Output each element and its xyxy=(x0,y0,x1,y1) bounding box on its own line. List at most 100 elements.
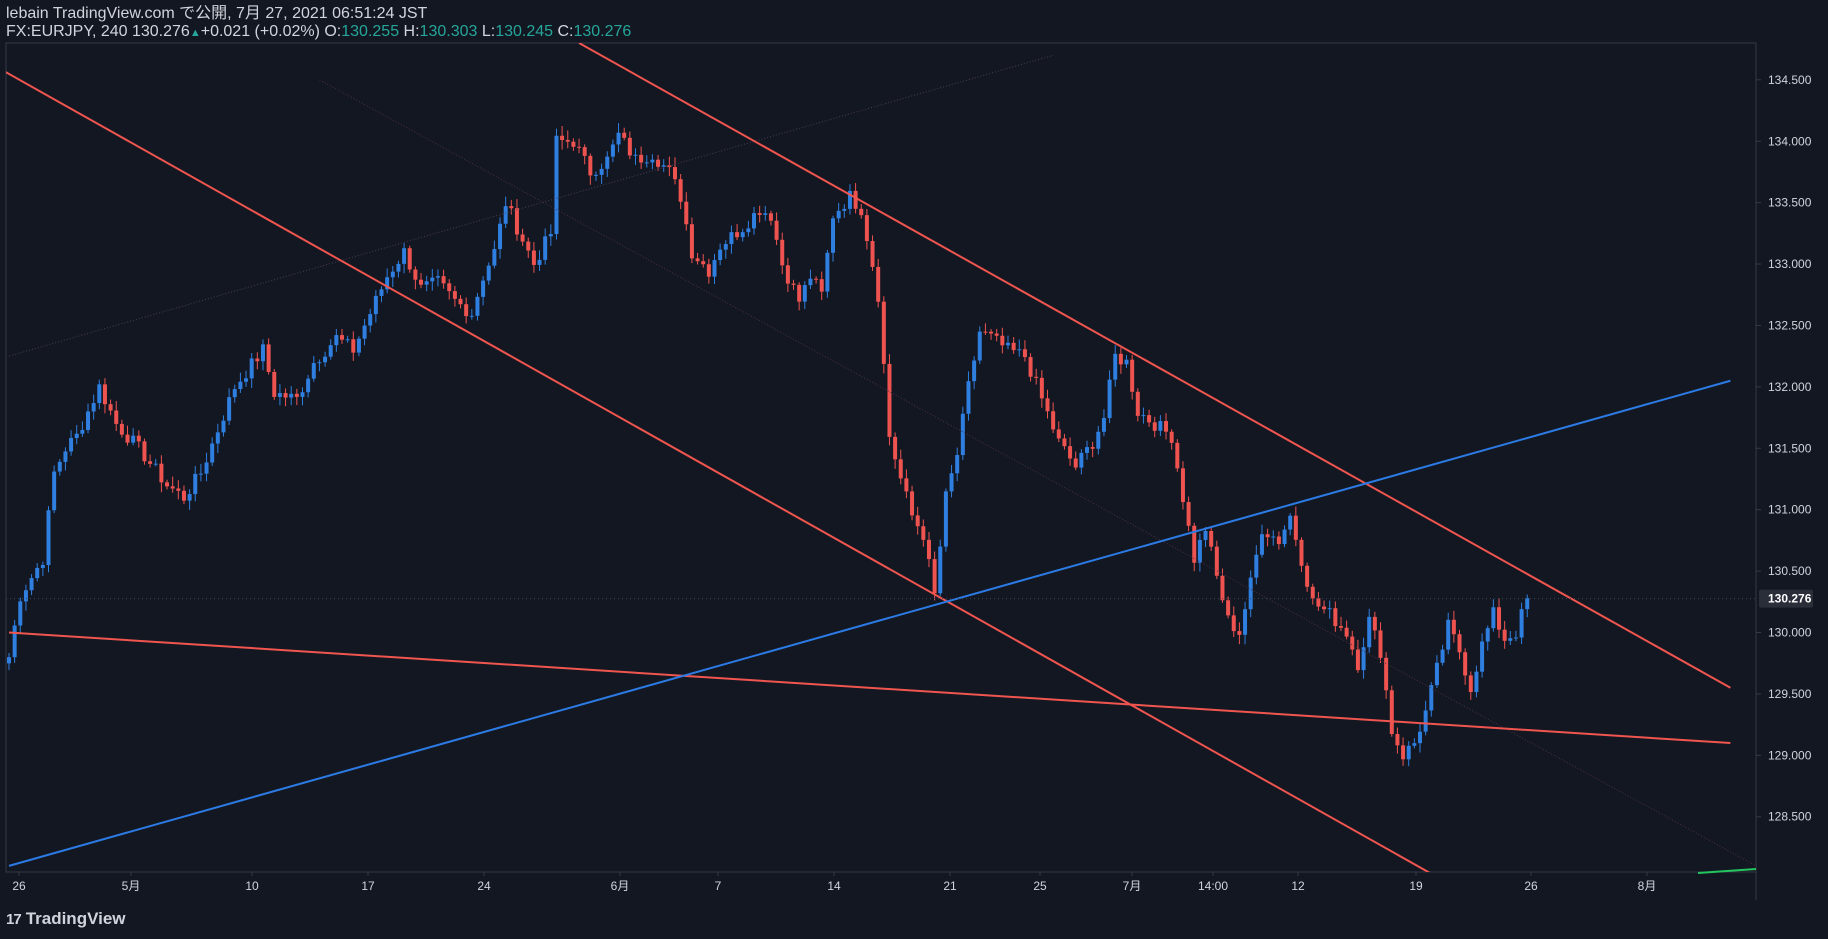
candle-body xyxy=(1502,629,1507,641)
candle-body xyxy=(1062,438,1067,447)
symbol-price: FX:EURJPY, 240 130.276 xyxy=(6,23,190,40)
candle-body xyxy=(1276,536,1281,545)
candle-body xyxy=(1164,421,1169,432)
candle-body xyxy=(560,135,565,140)
candle-body xyxy=(481,280,486,297)
candle-body xyxy=(1130,359,1135,392)
candle-body xyxy=(52,471,57,511)
x-tick-label: 14:00 xyxy=(1198,879,1228,893)
candle-body xyxy=(69,438,74,452)
upper-channel-midline xyxy=(8,54,1054,357)
candle-body xyxy=(802,285,807,302)
red-trendline[interactable] xyxy=(578,43,1731,689)
candle-body xyxy=(1378,630,1383,658)
candle-body xyxy=(678,179,683,202)
candle-body xyxy=(419,279,424,285)
x-tick-label: 19 xyxy=(1409,879,1423,893)
candle-body xyxy=(165,482,170,487)
candle-body xyxy=(831,218,836,253)
red-trendline[interactable] xyxy=(8,631,1731,745)
indicator-stub xyxy=(1697,868,1757,874)
candle-body xyxy=(819,279,824,292)
candle-body xyxy=(119,423,124,435)
candle-body xyxy=(656,159,661,167)
symbol-ohlc-line: FX:EURJPY, 240 130.276▲+0.021 (+0.02%) O… xyxy=(6,23,631,42)
x-tick-label: 26 xyxy=(12,879,26,893)
candle-body xyxy=(684,201,689,225)
candle-body xyxy=(1434,662,1439,686)
candle-body xyxy=(1248,577,1253,610)
x-tick-label: 17 xyxy=(361,879,375,893)
candle-body xyxy=(1412,743,1417,746)
candle-body xyxy=(814,278,819,280)
candle-body xyxy=(1045,398,1050,412)
candle-body xyxy=(1406,745,1411,760)
x-tick-label: 5月 xyxy=(122,879,141,893)
candle-body xyxy=(1451,619,1456,635)
candle-body xyxy=(1525,598,1530,610)
candle-body xyxy=(847,190,852,209)
candle-body xyxy=(232,389,237,398)
candle-body xyxy=(407,248,412,270)
candle-body xyxy=(1243,609,1248,635)
y-tick-label: 131.000 xyxy=(1768,503,1812,517)
candle-body xyxy=(469,315,474,317)
candle-body xyxy=(966,381,971,414)
tradingview-logo[interactable]: 17 TradingView xyxy=(6,909,126,929)
candle-body xyxy=(142,441,147,462)
candle-body xyxy=(706,264,711,277)
candle-body xyxy=(181,490,186,501)
candle-body xyxy=(328,345,333,357)
candle-body xyxy=(1192,525,1197,563)
candle-body xyxy=(294,393,299,397)
blue-trendline[interactable] xyxy=(8,379,1731,867)
candle-body xyxy=(514,208,519,235)
candle-body xyxy=(644,162,649,164)
candle-body xyxy=(543,236,548,260)
candle-body xyxy=(1384,657,1389,691)
y-tick-label: 129.500 xyxy=(1768,687,1812,701)
candle-body xyxy=(311,363,316,379)
candle-body xyxy=(1158,421,1163,431)
red-trendline[interactable] xyxy=(0,68,1505,915)
candle-body xyxy=(1101,418,1106,432)
candle-body xyxy=(108,404,113,411)
candle-body xyxy=(441,276,446,284)
candle-body xyxy=(983,331,988,333)
candle-body xyxy=(1214,546,1219,576)
candle-body xyxy=(435,276,440,278)
candle-body xyxy=(1085,447,1090,453)
candle-body xyxy=(926,539,931,560)
candle-body xyxy=(1327,608,1332,610)
candle-body xyxy=(1310,586,1315,599)
candle-body xyxy=(1079,452,1084,468)
channel-midline xyxy=(319,79,1757,867)
candle-body xyxy=(23,590,28,602)
candle-body xyxy=(227,397,232,421)
candle-body xyxy=(1338,626,1343,628)
candle-body xyxy=(1226,600,1231,616)
candle-body xyxy=(943,491,948,547)
candle-body xyxy=(277,393,282,397)
candle-body xyxy=(317,362,322,364)
candle-body xyxy=(701,261,706,265)
candle-body xyxy=(114,410,119,424)
y-tick-label: 130.500 xyxy=(1768,564,1812,578)
candle-body xyxy=(1463,652,1468,676)
y-tick-label: 128.500 xyxy=(1768,810,1812,824)
candle-body xyxy=(842,208,847,211)
candle-body xyxy=(610,144,615,157)
candle-body xyxy=(210,443,215,463)
candle-body xyxy=(249,358,254,379)
candle-body xyxy=(876,266,881,302)
low-value: 130.245 xyxy=(495,23,554,40)
candle-body xyxy=(486,265,491,281)
candle-body xyxy=(509,206,514,209)
candle-body xyxy=(661,165,666,167)
candle-body xyxy=(893,436,898,460)
candle-body xyxy=(1333,608,1338,627)
candle-body xyxy=(531,250,536,265)
candle-body xyxy=(989,331,994,334)
candle-body xyxy=(80,429,85,434)
